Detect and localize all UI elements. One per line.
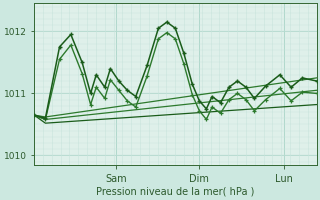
X-axis label: Pression niveau de la mer( hPa ): Pression niveau de la mer( hPa ) xyxy=(96,187,254,197)
